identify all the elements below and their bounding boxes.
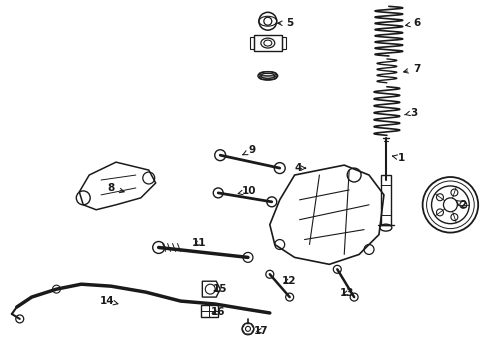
Text: 3: 3 bbox=[405, 108, 417, 117]
Text: 16: 16 bbox=[211, 307, 225, 317]
Text: 10: 10 bbox=[238, 186, 256, 196]
Text: 1: 1 bbox=[392, 153, 405, 163]
Text: 2: 2 bbox=[456, 200, 466, 210]
Text: 17: 17 bbox=[253, 326, 268, 336]
Circle shape bbox=[52, 285, 60, 293]
Text: 5: 5 bbox=[278, 18, 294, 28]
Text: 13: 13 bbox=[340, 288, 354, 298]
Text: 15: 15 bbox=[213, 284, 227, 294]
Text: 8: 8 bbox=[107, 183, 124, 193]
Text: 9: 9 bbox=[243, 145, 255, 155]
Text: 4: 4 bbox=[295, 163, 305, 173]
Text: 12: 12 bbox=[281, 276, 296, 286]
Text: 11: 11 bbox=[192, 238, 207, 248]
Text: 7: 7 bbox=[404, 64, 420, 74]
Text: 14: 14 bbox=[100, 296, 118, 306]
Text: 6: 6 bbox=[406, 18, 420, 28]
